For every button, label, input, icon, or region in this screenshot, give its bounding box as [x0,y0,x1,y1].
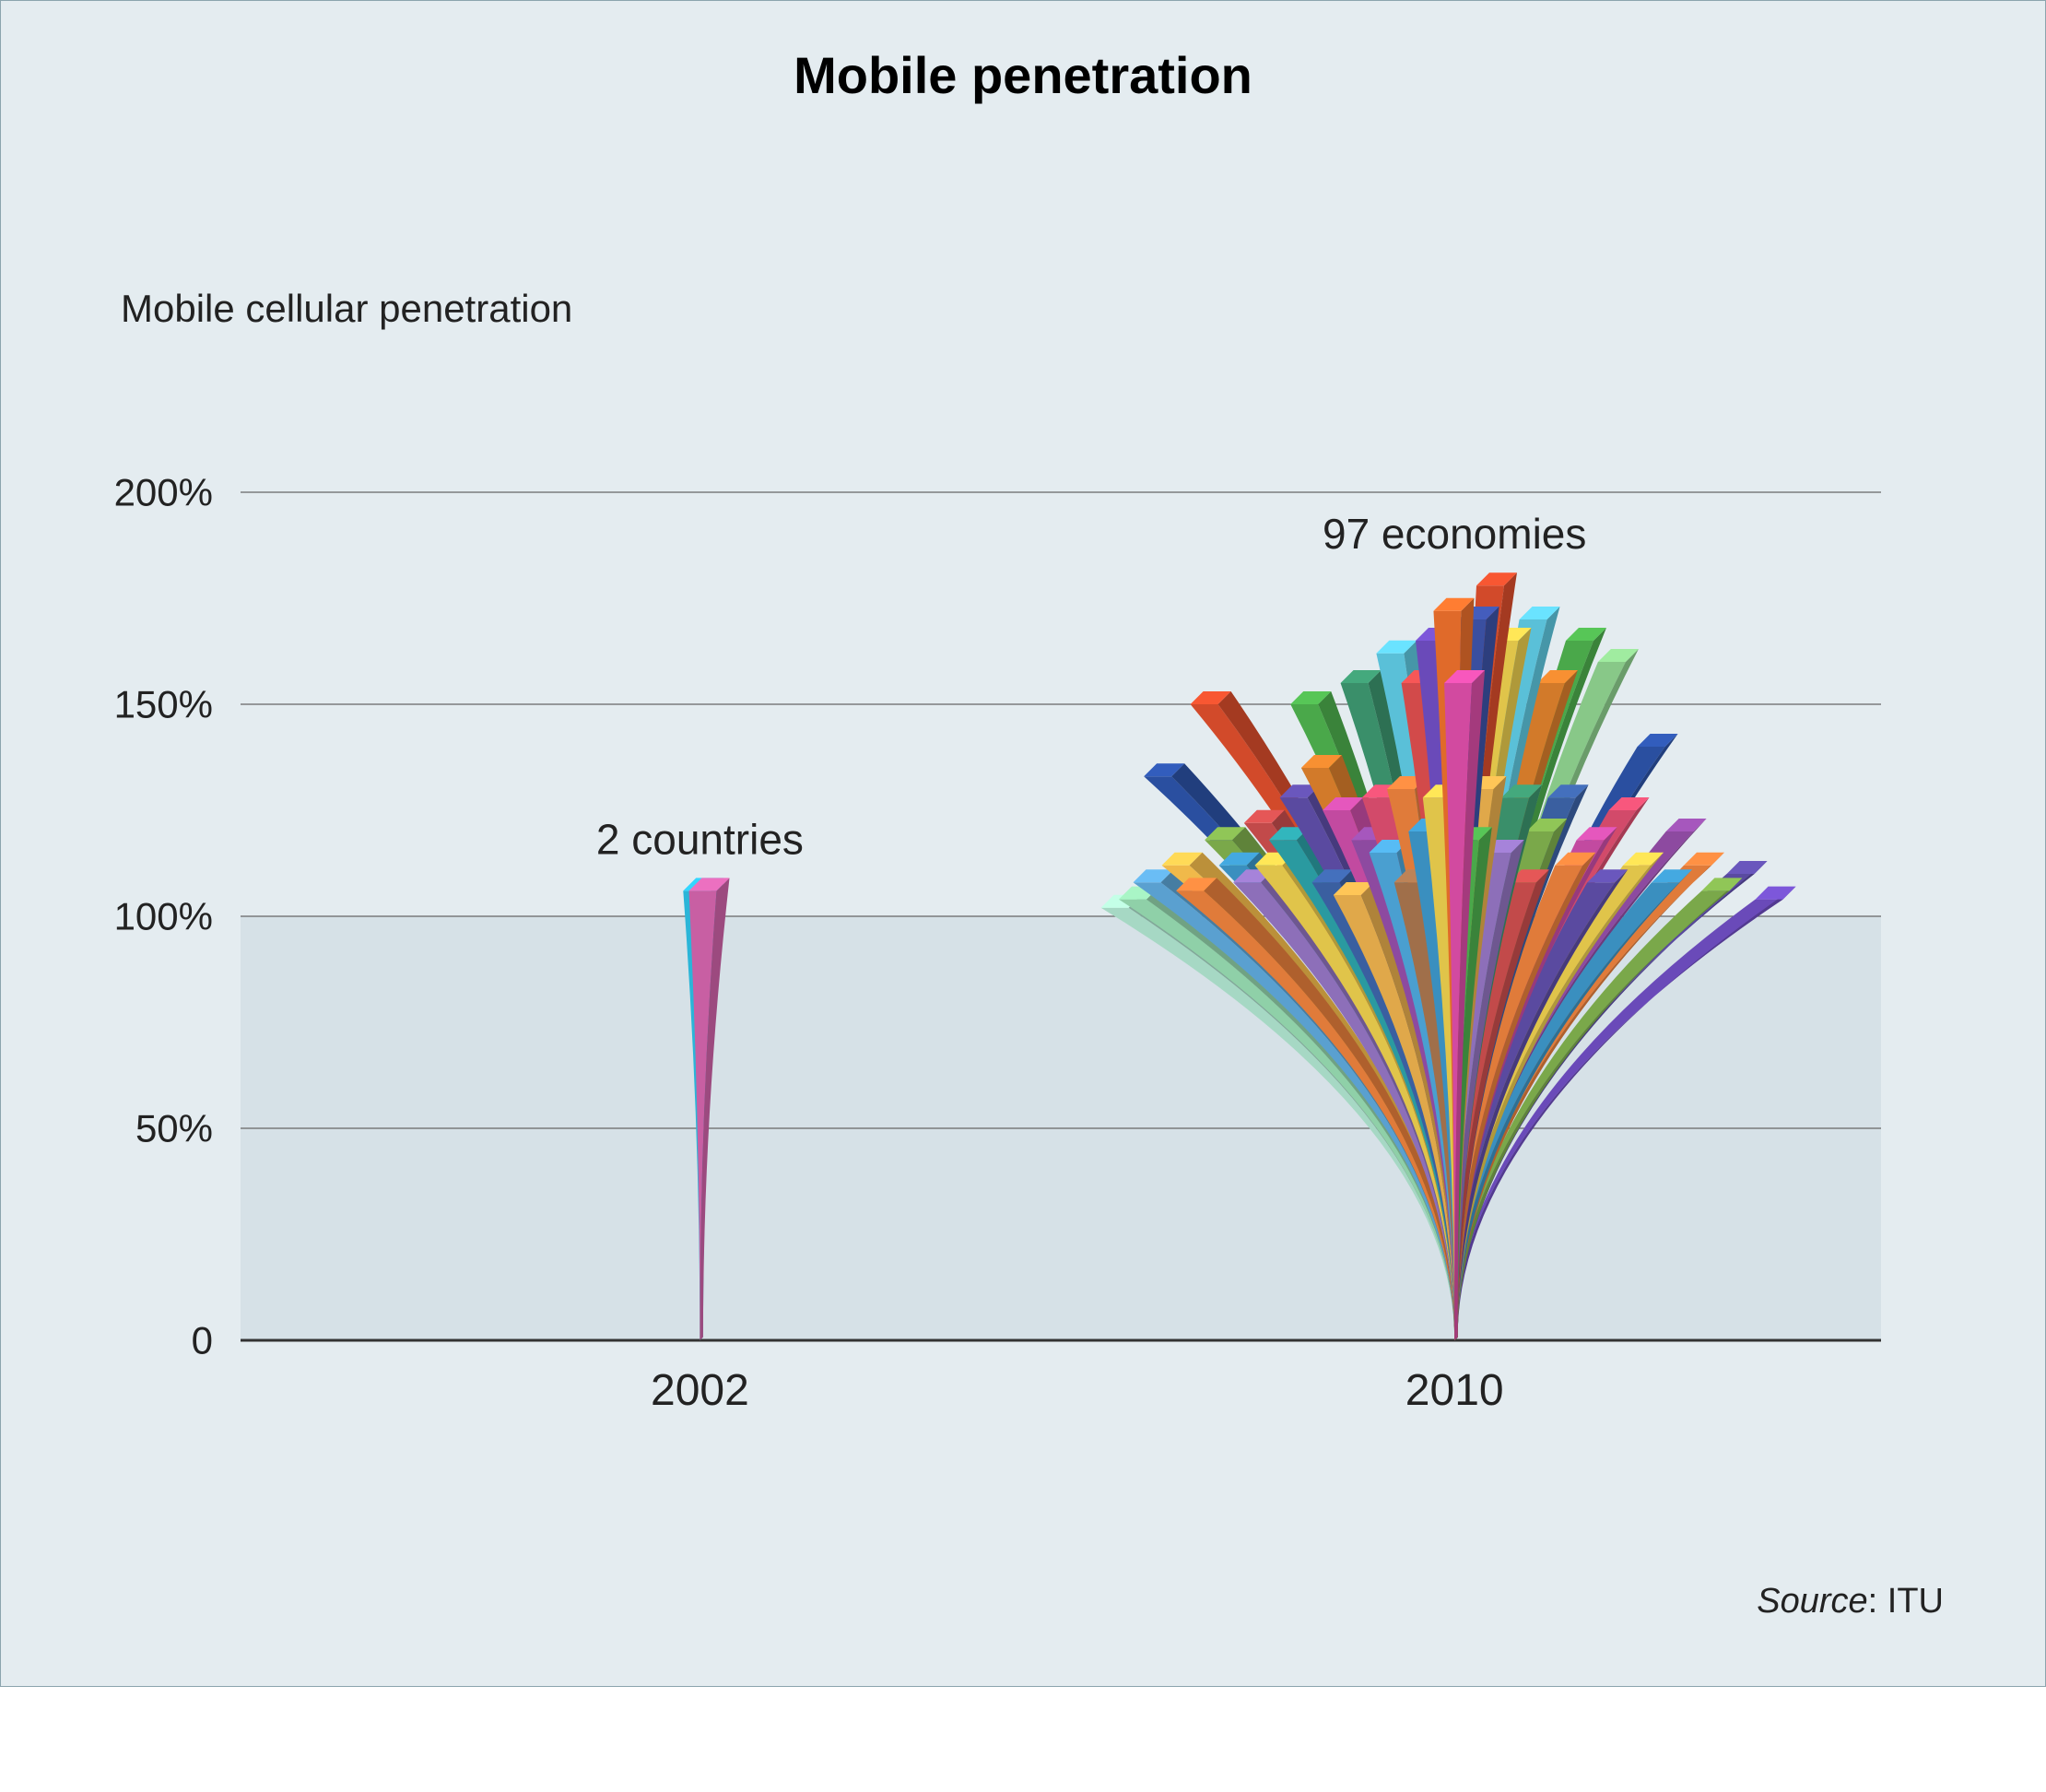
y-tick-label: 50% [135,1107,213,1150]
source-value: ITU [1887,1582,1944,1621]
bar-top [1684,853,1724,866]
bar-top [1727,861,1768,874]
y-axis-title: Mobile cellular penetration [121,287,572,331]
source-label: Source [1757,1582,1867,1621]
y-tick-label: 0 [192,1319,213,1362]
y-tick-label: 150% [114,683,213,726]
y-tick-label: 200% [114,471,213,514]
source-line: Source: ITU [1757,1582,1944,1621]
y-tick-label: 100% [114,895,213,938]
x-tick-label: 2002 [651,1366,749,1415]
x-tick-label: 2010 [1405,1366,1504,1415]
chart-page: Mobile penetration Mobile cellular penet… [0,0,2046,1687]
group-annotation: 97 economies [1323,510,1586,558]
group-annotation: 2 countries [596,815,804,863]
chart-svg: 0 50% 100% 150% 200% 2002 2 countries 2010 97 ec… [1,105,2046,1792]
bar-top [1756,887,1796,900]
chart-title: Mobile penetration [1,1,2045,105]
